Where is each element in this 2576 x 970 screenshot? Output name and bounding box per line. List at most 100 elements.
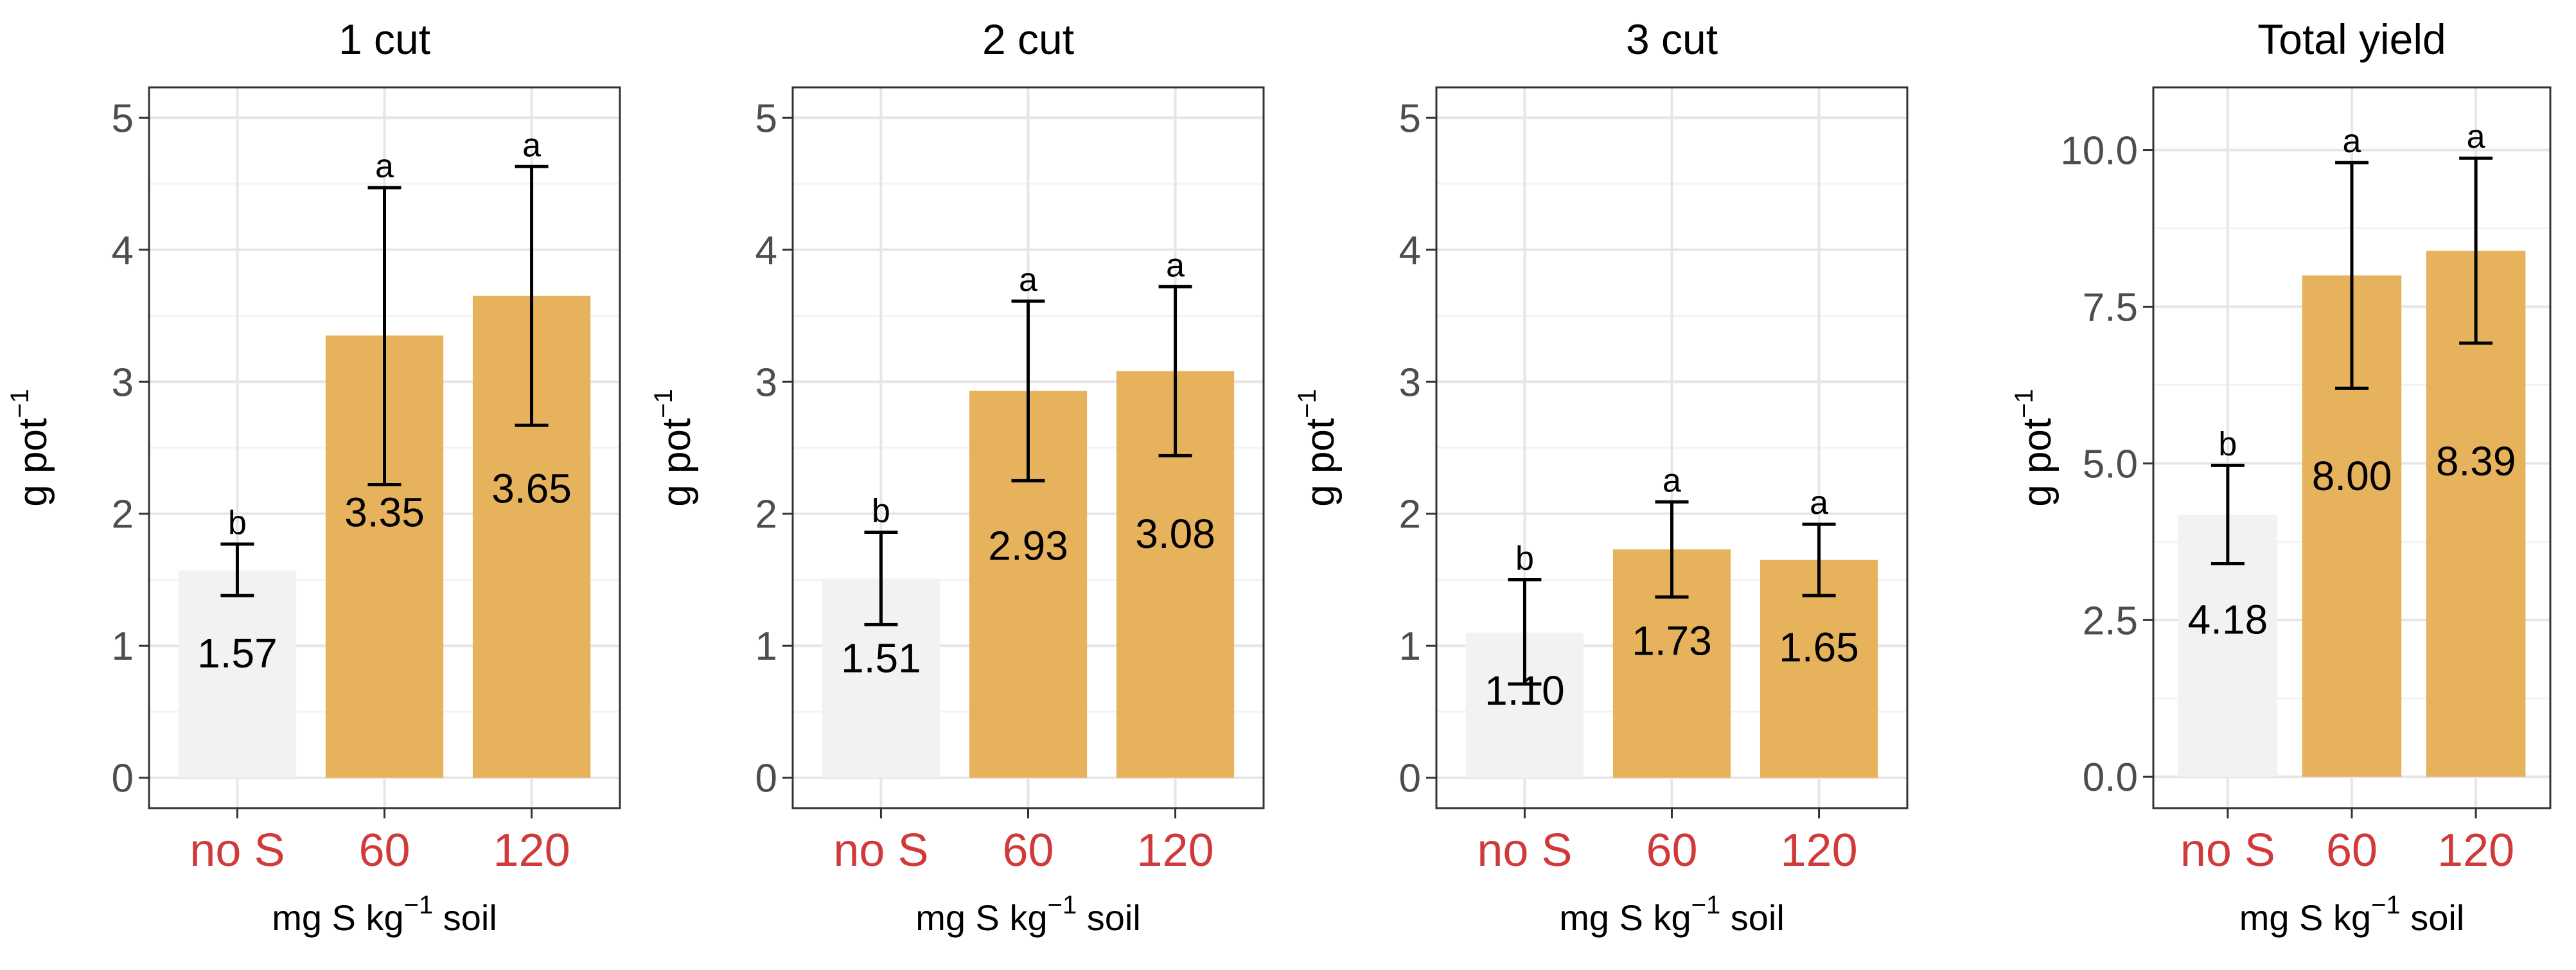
x-category-label: no S xyxy=(1477,825,1572,876)
error-bar-2 xyxy=(1655,500,1689,599)
x-category-label: 120 xyxy=(2437,825,2514,876)
x-axis-title-exponent: −1 xyxy=(1691,891,1721,919)
y-tick-label: 2 xyxy=(1399,493,1421,537)
y-tick-label: 2 xyxy=(755,493,777,537)
bar-value-label: 1.65 xyxy=(1779,624,1859,670)
x-category-label: 60 xyxy=(358,825,410,876)
x-category-label: no S xyxy=(190,825,285,876)
y-axis-title-main: g pot xyxy=(2015,418,2060,507)
x-axis-title-exponent: −1 xyxy=(1048,891,1077,919)
y-tick-label: 10.0 xyxy=(2060,129,2138,173)
significance-letter: a xyxy=(2343,123,2361,160)
chart-panel-1: 1.57 3.35 3.65 b a a 0 1 2 3 4 5 no S 60 120 1 cut mg S … xyxy=(6,15,621,938)
bar-value-label: 1.57 xyxy=(197,630,278,676)
bar-value-label: 1.73 xyxy=(1632,617,1712,664)
significance-letter: b xyxy=(228,504,247,542)
error-bar-3 xyxy=(1158,285,1192,457)
y-tick-label: 1 xyxy=(112,624,134,669)
y-tick-label: 3 xyxy=(755,360,777,405)
y-tick-label: 0 xyxy=(755,757,777,801)
panel-title: Total yield xyxy=(2257,15,2446,63)
x-axis-title-main: mg S kg xyxy=(915,897,1047,938)
y-tick-label: 5 xyxy=(755,96,777,141)
x-axis-title: mg S kg−1 soil xyxy=(915,891,1141,938)
bar-value-label: 8.00 xyxy=(2312,453,2392,499)
x-axis-title-exponent: −1 xyxy=(404,891,434,919)
error-bar-2 xyxy=(1011,299,1045,482)
error-bar-1 xyxy=(864,531,898,626)
x-axis-title: mg S kg−1 soil xyxy=(272,891,497,938)
x-axis-title-suffix: soil xyxy=(433,897,497,938)
panel-title: 1 cut xyxy=(339,15,430,63)
y-tick-label: 5.0 xyxy=(2083,442,2138,486)
significance-letter: a xyxy=(1663,462,1681,499)
error-bar-1 xyxy=(2210,463,2245,565)
y-tick-label: 1 xyxy=(1399,624,1421,669)
error-bar-1 xyxy=(220,542,254,597)
error-bar-3 xyxy=(2459,156,2493,345)
x-axis-title: mg S kg−1 soil xyxy=(2239,891,2465,938)
y-tick-label: 5 xyxy=(1399,96,1421,141)
y-axis-title-exponent: −1 xyxy=(2010,389,2038,418)
bar-value-label: 1.10 xyxy=(1485,667,1565,714)
x-axis-title-suffix: soil xyxy=(1077,897,1141,938)
chart-panel-3: 1.10 1.73 1.65 b a a 0 1 2 3 4 5 no S 60 120 3 cut mg S … xyxy=(1293,15,1909,938)
x-axis-title-main: mg S kg xyxy=(1559,897,1691,938)
chart-panel-4: 4.18 8.00 8.39 b a a 0.0 2.5 5.0 7.5 10.0 no S 60 120… xyxy=(2010,15,2552,938)
chart-panel-2: 1.51 2.93 3.08 b a a 0 1 2 3 4 5 no S 60 120 2 cut mg S … xyxy=(649,15,1265,938)
x-category-label: 60 xyxy=(1646,825,1697,876)
y-tick-label: 4 xyxy=(755,229,777,273)
x-category-label: no S xyxy=(2180,825,2275,876)
significance-letter: b xyxy=(1515,540,1534,577)
significance-letter: a xyxy=(2467,118,2485,155)
significance-letter: a xyxy=(1810,484,1828,522)
y-tick-label: 2 xyxy=(112,493,134,537)
x-category-label: 60 xyxy=(1002,825,1054,876)
y-axis-title-exponent: −1 xyxy=(1293,389,1321,418)
y-axis-title-exponent: −1 xyxy=(6,389,34,418)
y-axis-title: g pot−1 xyxy=(1293,389,1343,507)
significance-letter: a xyxy=(375,148,394,185)
x-axis-title: mg S kg−1 soil xyxy=(1559,891,1785,938)
bar-value-label: 2.93 xyxy=(988,522,1068,569)
panel-title: 3 cut xyxy=(1626,15,1718,63)
error-bar-3 xyxy=(515,164,549,427)
y-tick-label: 1 xyxy=(755,624,777,669)
x-category-label: no S xyxy=(833,825,928,876)
y-axis-title-main: g pot xyxy=(655,418,699,507)
bar-value-label: 3.65 xyxy=(491,466,572,512)
y-axis-title-main: g pot xyxy=(11,418,55,507)
x-axis-title-suffix: soil xyxy=(2401,897,2465,938)
x-category-label: 60 xyxy=(2326,825,2378,876)
bar-value-label: 3.35 xyxy=(344,489,425,536)
y-tick-label: 0 xyxy=(1399,757,1421,801)
y-axis-title: g pot−1 xyxy=(649,389,699,507)
x-category-label: 120 xyxy=(493,825,570,876)
bar-value-label: 1.51 xyxy=(841,635,921,682)
y-axis-title-main: g pot xyxy=(1298,418,1343,507)
y-tick-label: 2.5 xyxy=(2083,599,2138,643)
x-axis-title-suffix: soil xyxy=(1720,897,1785,938)
y-tick-label: 3 xyxy=(1399,360,1421,405)
x-category-label: 120 xyxy=(1136,825,1213,876)
y-tick-label: 7.5 xyxy=(2083,285,2138,330)
x-category-label: 120 xyxy=(1780,825,1857,876)
y-axis-title: g pot−1 xyxy=(6,389,55,507)
x-axis-title-main: mg S kg xyxy=(2239,897,2371,938)
y-tick-label: 4 xyxy=(112,229,134,273)
y-tick-label: 5 xyxy=(112,96,134,141)
error-bar-2 xyxy=(2335,161,2369,390)
significance-letter: a xyxy=(1166,247,1185,284)
y-axis-title-exponent: −1 xyxy=(649,389,678,418)
significance-letter: b xyxy=(2218,425,2237,463)
y-tick-label: 0 xyxy=(112,757,134,801)
significance-letter: a xyxy=(522,127,541,164)
y-tick-label: 0.0 xyxy=(2083,755,2138,800)
error-bar-2 xyxy=(367,186,401,487)
x-axis-title-exponent: −1 xyxy=(2371,891,2401,919)
error-bar-3 xyxy=(1802,522,1836,597)
bar-1[interactable] xyxy=(178,570,297,778)
significance-letter: a xyxy=(1019,261,1037,299)
error-bar-1 xyxy=(1508,578,1542,686)
